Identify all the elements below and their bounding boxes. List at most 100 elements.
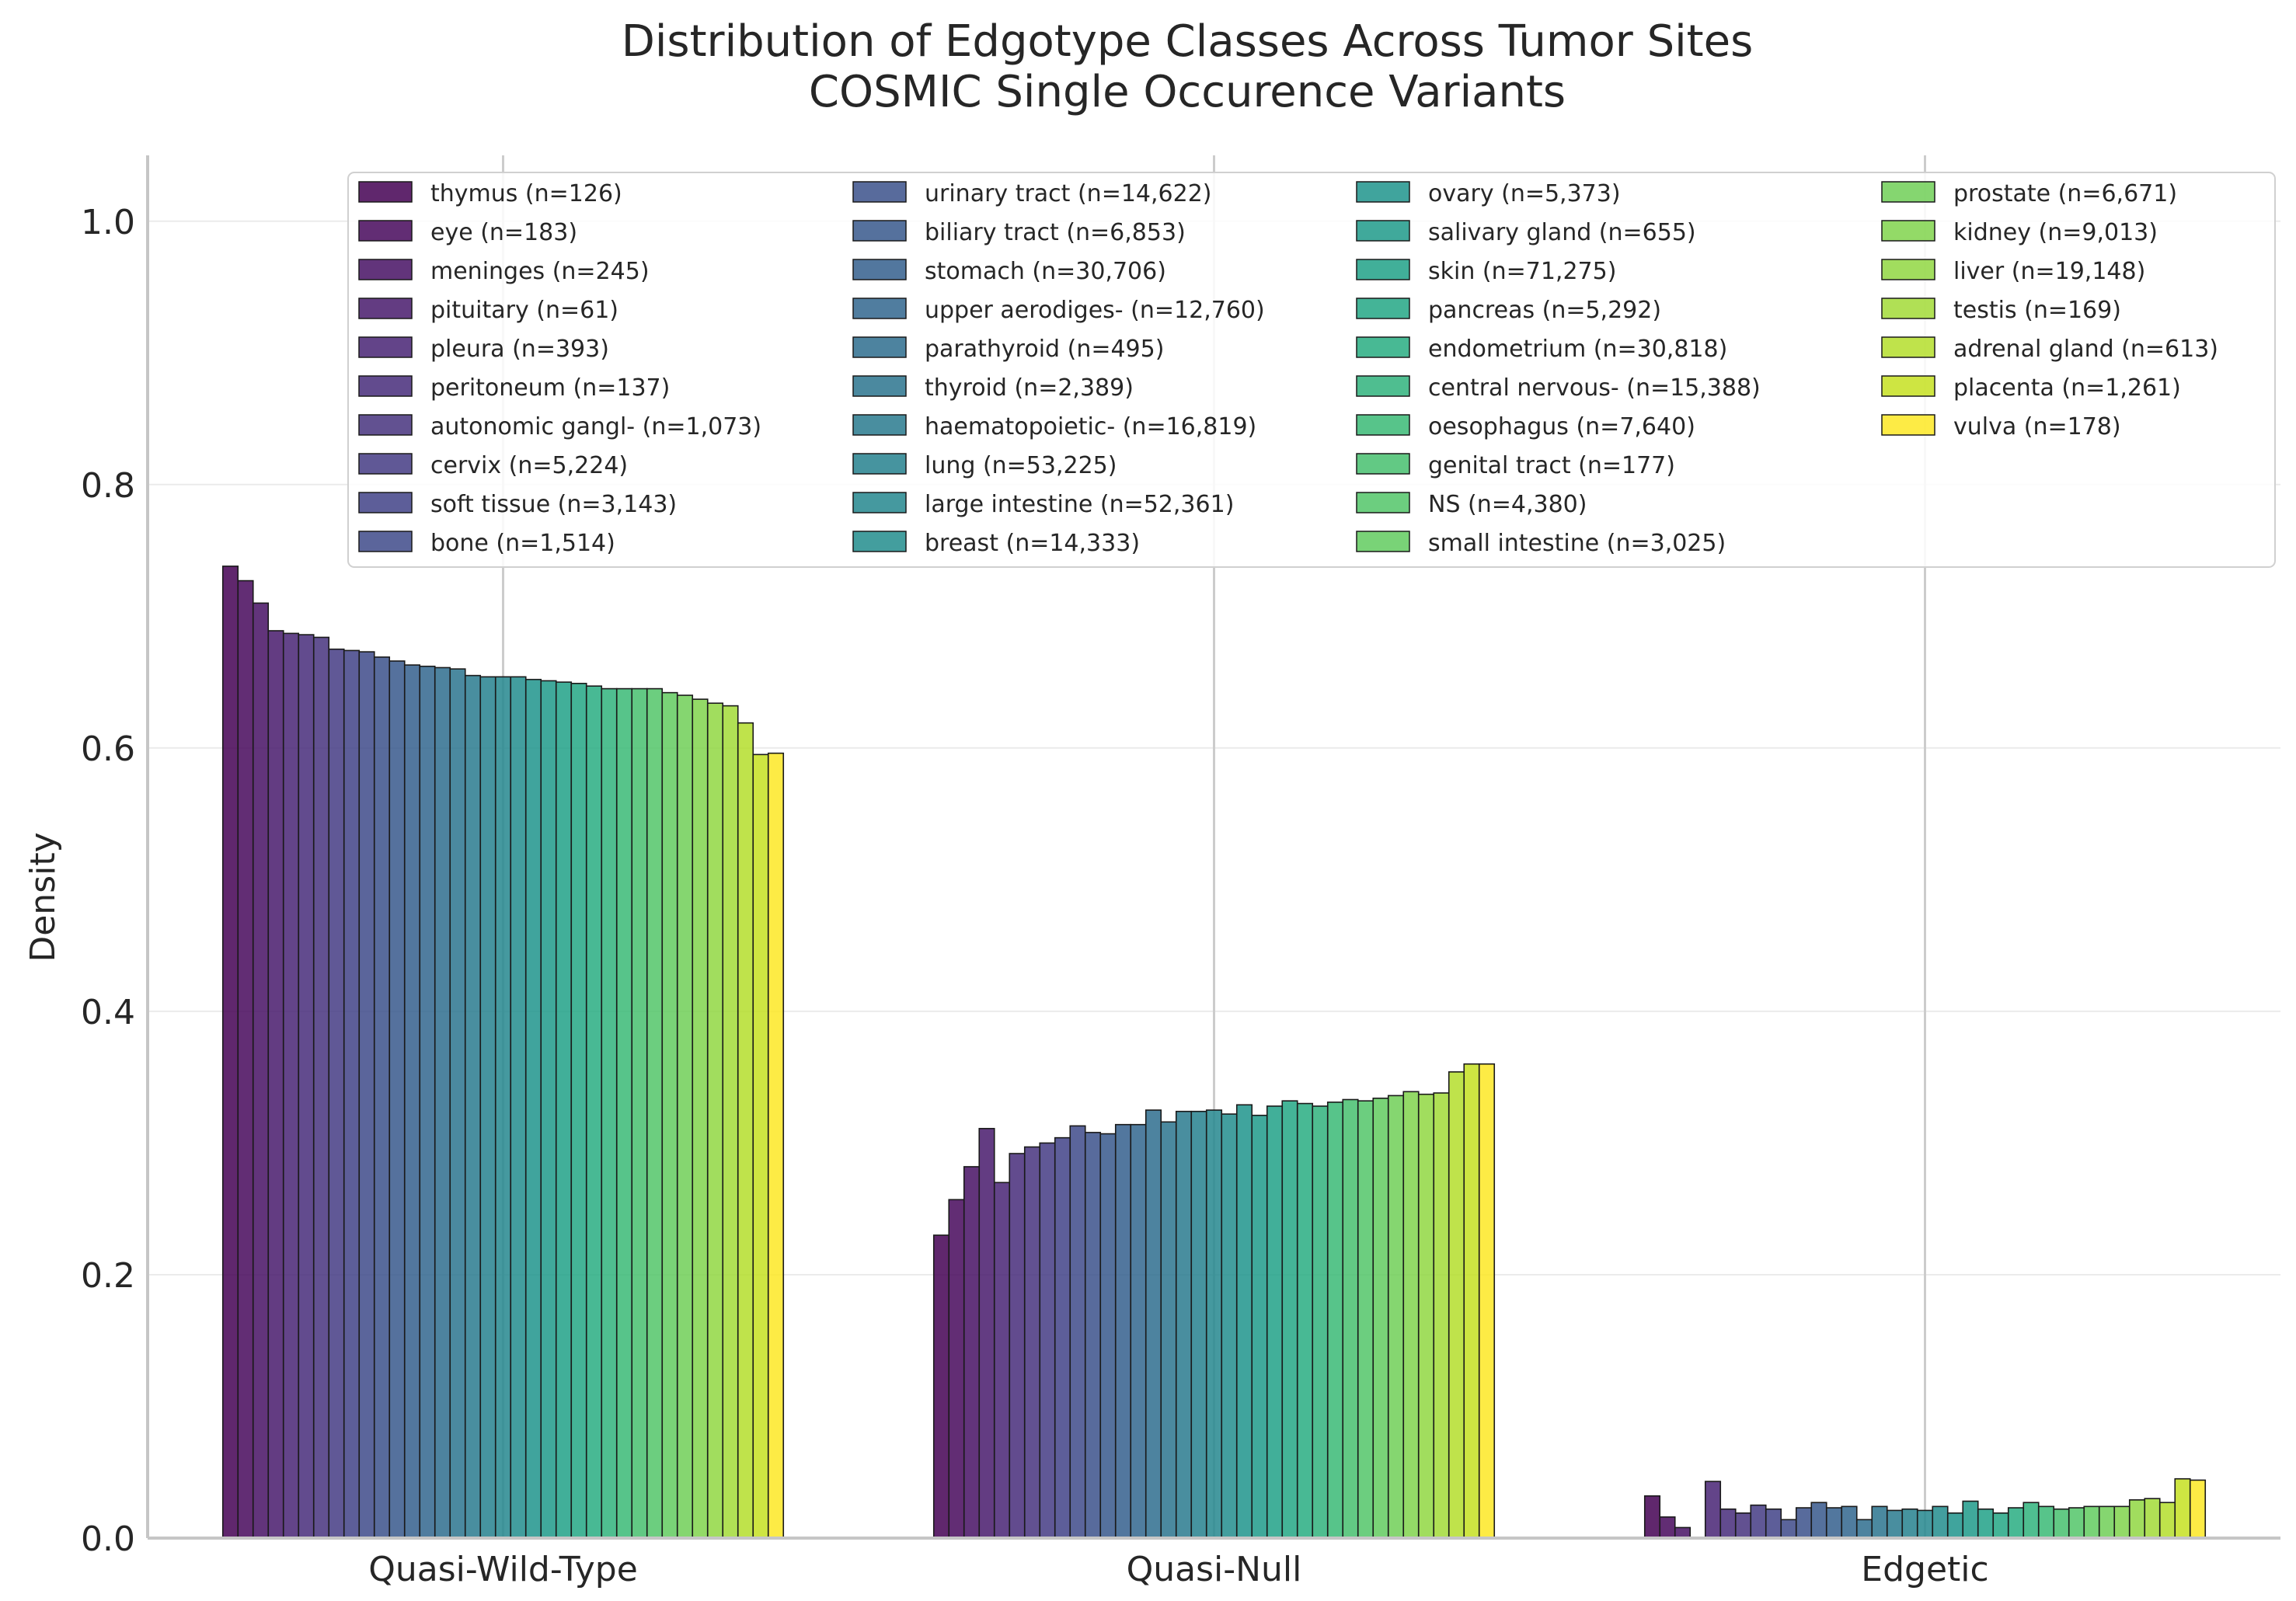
- bar: [737, 722, 754, 1539]
- legend-entry: oesophagus (n=7,640): [1356, 413, 1695, 440]
- legend-swatch: [1356, 259, 1410, 280]
- legend-label: placenta (n=1,261): [1953, 374, 2181, 402]
- bar: [267, 630, 284, 1539]
- bar: [752, 754, 769, 1539]
- y-tick-label: 0.6: [81, 729, 135, 769]
- bar: [2023, 1502, 2040, 1539]
- legend-label: autonomic gangl- (n=1,073): [430, 413, 761, 440]
- legend-label: testis (n=169): [1953, 297, 2121, 324]
- legend-entry: haematopoietic- (n=16,819): [852, 413, 1256, 440]
- bar: [1795, 1507, 1813, 1539]
- bar: [1387, 1095, 1405, 1539]
- legend-entry: cervix (n=5,224): [358, 452, 628, 479]
- legend-entry: pituitary (n=61): [358, 297, 618, 324]
- legend-entry: breast (n=14,333): [852, 530, 1140, 557]
- bar: [1402, 1091, 1420, 1539]
- legend-label: NS (n=4,380): [1428, 491, 1587, 518]
- legend-label: endometrium (n=30,818): [1428, 336, 1727, 363]
- bar: [1417, 1093, 1435, 1539]
- bar: [403, 664, 421, 1539]
- legend-swatch: [358, 336, 413, 358]
- bar: [419, 665, 436, 1539]
- legend-label: lung (n=53,225): [925, 452, 1117, 479]
- legend-swatch: [1356, 531, 1410, 552]
- bar: [2174, 1477, 2191, 1539]
- bar: [388, 660, 406, 1539]
- x-tick-labels: Quasi-Wild-Type Quasi-Null Edgetic: [368, 1550, 1988, 1589]
- bar: [1750, 1504, 1767, 1539]
- bar: [1342, 1098, 1359, 1539]
- legend-label: thymus (n=126): [430, 180, 622, 207]
- legend-frame: [347, 172, 2276, 568]
- bar: [993, 1182, 1011, 1539]
- legend-entry: adrenal gland (n=613): [1881, 336, 2218, 363]
- bar: [1251, 1115, 1268, 1539]
- bar: [479, 676, 496, 1539]
- legend-swatch: [852, 220, 907, 242]
- legend-swatch: [1881, 220, 1935, 242]
- bar: [2113, 1505, 2131, 1539]
- y-tick-label: 0.8: [81, 466, 135, 506]
- bar: [1235, 1104, 1253, 1539]
- bar: [2128, 1499, 2146, 1539]
- legend-swatch: [358, 375, 413, 397]
- bar: [1266, 1105, 1284, 1539]
- bar: [237, 579, 254, 1539]
- bar: [2189, 1479, 2207, 1539]
- bar: [1357, 1100, 1374, 1539]
- legend-entry: soft tissue (n=3,143): [358, 491, 677, 518]
- legend-swatch: [1356, 220, 1410, 242]
- legend-label: pleura (n=393): [430, 336, 609, 363]
- legend-swatch: [852, 531, 907, 552]
- bar: [312, 636, 330, 1539]
- bar: [1478, 1063, 1496, 1539]
- bar: [676, 694, 694, 1539]
- legend-entry: upper aerodiges- (n=12,760): [852, 297, 1265, 324]
- legend-label: cervix (n=5,224): [430, 452, 628, 479]
- legend-entry: NS (n=4,380): [1356, 491, 1587, 518]
- legend-label: soft tissue (n=3,143): [430, 491, 677, 518]
- bar: [1463, 1063, 1480, 1539]
- legend-entry: small intestine (n=3,025): [1356, 530, 1726, 557]
- bar: [646, 687, 664, 1539]
- legend-label: biliary tract (n=6,853): [925, 219, 1186, 246]
- bar: [373, 656, 391, 1539]
- legend-label: eye (n=183): [430, 219, 577, 246]
- y-tick-label: 0.2: [81, 1256, 135, 1296]
- legend-entry: testis (n=169): [1881, 297, 2121, 324]
- legend-label: prostate (n=6,671): [1953, 180, 2177, 207]
- bar: [2053, 1508, 2070, 1539]
- legend-label: pituitary (n=61): [430, 297, 618, 324]
- axes: [146, 155, 2280, 1540]
- legend-entry: placenta (n=1,261): [1881, 374, 2181, 402]
- bar: [1946, 1512, 1964, 1539]
- legend-label: pancreas (n=5,292): [1428, 297, 1661, 324]
- legend-swatch: [1881, 181, 1935, 203]
- legend-entry: stomach (n=30,706): [852, 258, 1166, 285]
- bar: [1734, 1512, 1752, 1539]
- legend-swatch: [358, 453, 413, 475]
- legend-label: bone (n=1,514): [430, 530, 615, 557]
- legend-swatch: [358, 414, 413, 436]
- y-tick-labels: 0.0 0.2 0.4 0.6 0.8 1.0: [81, 203, 135, 1559]
- bar: [1448, 1071, 1465, 1539]
- bar: [1372, 1097, 1389, 1539]
- legend-entry: salivary gland (n=655): [1356, 219, 1696, 246]
- legend-swatch: [1881, 259, 1935, 280]
- bar: [1054, 1136, 1071, 1539]
- legend-swatch: [852, 414, 907, 436]
- bar: [570, 682, 587, 1539]
- x-tick-label: Quasi-Null: [1127, 1550, 1302, 1589]
- legend-label: parathyroid (n=495): [925, 336, 1164, 363]
- legend-entry: kidney (n=9,013): [1881, 219, 2158, 246]
- legend-swatch: [1356, 336, 1410, 358]
- bar: [343, 649, 361, 1539]
- legend-entry: parathyroid (n=495): [852, 336, 1164, 363]
- bar: [252, 602, 270, 1539]
- legend-label: stomach (n=30,706): [925, 258, 1166, 285]
- legend-entry: pancreas (n=5,292): [1356, 297, 1661, 324]
- legend-entry: eye (n=183): [358, 219, 577, 246]
- legend-entry: bone (n=1,514): [358, 530, 615, 557]
- legend-entry: large intestine (n=52,361): [852, 491, 1234, 518]
- bar: [2007, 1507, 2025, 1539]
